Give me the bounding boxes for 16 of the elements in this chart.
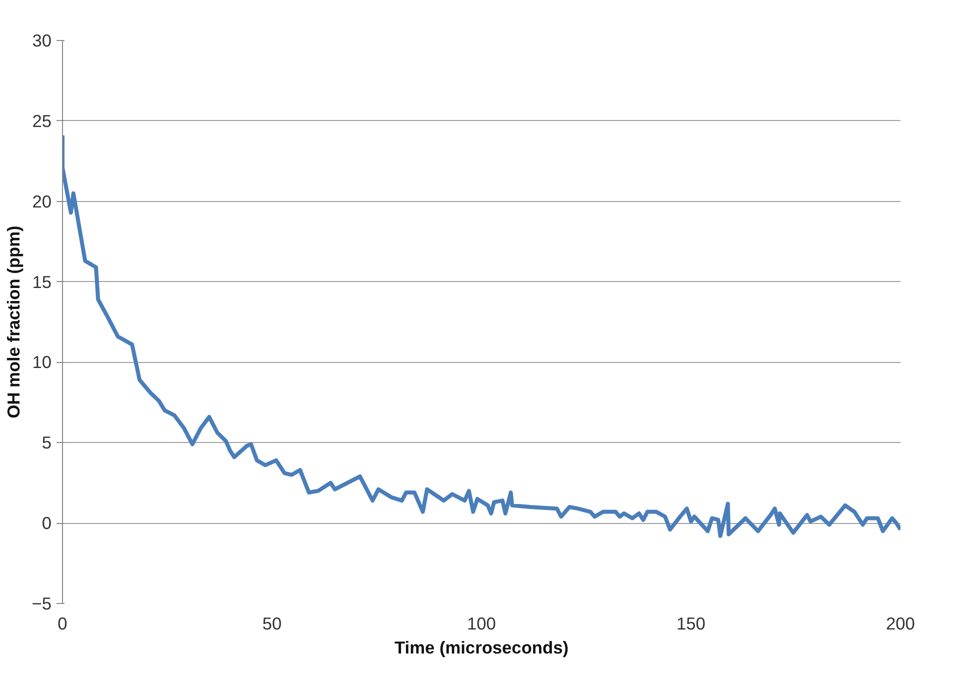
y-tick-label: 20	[32, 191, 52, 212]
y-tick-label: 5	[42, 432, 52, 453]
y-tick-label: −5	[32, 594, 52, 614]
x-axis-title: Time (microseconds)	[394, 638, 568, 658]
y-axis-title: OH mole fraction (ppm)	[4, 226, 24, 418]
x-tick-label: 50	[262, 614, 282, 634]
x-tick-label: 100	[467, 614, 496, 634]
y-tick-label: 25	[32, 110, 52, 131]
line-series	[62, 133, 900, 538]
x-tick-label: 150	[676, 614, 706, 634]
y-tick-label: 10	[32, 352, 52, 372]
y-tick-label: 30	[32, 30, 52, 50]
x-tick-label: 0	[58, 614, 68, 634]
y-tick-label: 15	[32, 272, 52, 292]
x-tick-label: 200	[886, 614, 915, 634]
y-tick-label: 0	[42, 513, 52, 534]
